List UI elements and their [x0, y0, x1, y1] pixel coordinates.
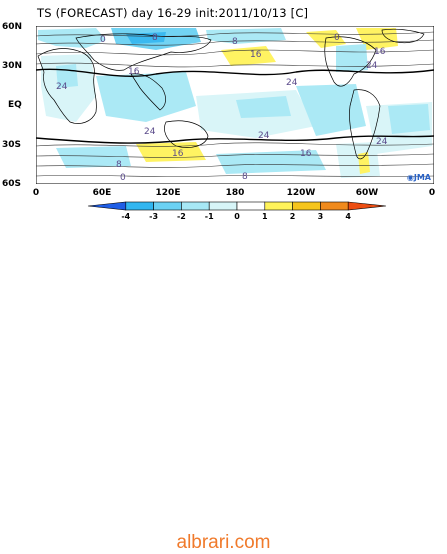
- colorbar-tick-label: -2: [177, 212, 186, 221]
- lon-label: 180: [225, 188, 245, 198]
- lon-label: 0: [32, 188, 40, 198]
- lon-label: 0: [428, 188, 436, 198]
- temperature-map: 0 8 16 24 24 24 16 8 0 16 24 8 16 8 24 1…: [35, 25, 435, 185]
- lat-label-eq: EQ: [8, 100, 22, 110]
- colorbar-tick-label: -4: [121, 212, 130, 221]
- lat-label-30s: 30S: [2, 140, 22, 150]
- isotherm-24c: [35, 68, 435, 144]
- colorbar: -4 -3 -2 -1 0 1 2 3 4: [84, 200, 390, 230]
- contour-label: 16: [374, 47, 386, 57]
- colorbar-tick-label: 3: [318, 212, 324, 221]
- colorbar-cell: [208, 201, 238, 211]
- colorbar-cell: [87, 201, 127, 211]
- contour-label: 24: [56, 82, 68, 92]
- contour-label: 8: [152, 33, 158, 43]
- lon-label: 60W: [355, 188, 379, 198]
- colorbar-cell: [236, 201, 266, 211]
- contour-label: 24: [366, 61, 378, 71]
- colorbar-cell: [125, 201, 154, 211]
- contour-label: 8: [232, 37, 238, 47]
- contour-label: 0: [120, 173, 126, 183]
- colorbar-cell: [153, 201, 182, 211]
- contour-label: 8: [242, 172, 248, 182]
- contour-label: 16: [128, 67, 140, 77]
- contour-label: 0: [100, 35, 106, 45]
- lon-label: 60E: [92, 188, 112, 198]
- colorbar-cell: [320, 201, 349, 211]
- contour-label: 16: [250, 50, 262, 60]
- colorbar-svg: -4 -3 -2 -1 0 1 2 3 4: [87, 201, 387, 221]
- contour-label: 0: [334, 33, 340, 43]
- isotherm-contours: [35, 31, 435, 177]
- colorbar-cell: [181, 201, 210, 211]
- lon-label: 120W: [286, 188, 316, 198]
- colorbar-tick-label: 2: [290, 212, 296, 221]
- jma-logo-text: JMA: [413, 173, 431, 182]
- colorbar-tick-label: -3: [149, 212, 158, 221]
- contour-label: 16: [172, 149, 184, 159]
- map-title: TS (FORECAST) day 16-29 init:2011/10/13 …: [37, 6, 309, 20]
- contour-label: 24: [376, 137, 388, 147]
- map-canvas: 0 8 16 24 24 24 16 8 0 16 24 8 16 8 24 1…: [35, 25, 435, 185]
- lat-label-30n: 30N: [2, 61, 23, 71]
- colorbar-cell: [347, 201, 387, 211]
- colorbar-cell: [292, 201, 321, 211]
- lat-label-60s: 60S: [2, 179, 22, 189]
- colorbar-tick-label: -1: [205, 212, 214, 221]
- contour-label: 8: [116, 160, 122, 170]
- colorbar-tick-label: 1: [262, 212, 268, 221]
- anomaly-shading: [38, 28, 432, 178]
- contour-label: 24: [144, 127, 156, 137]
- colorbar-tick-label: 0: [234, 212, 240, 221]
- colorbar-cell: [264, 201, 293, 211]
- lon-label: 120E: [155, 188, 181, 198]
- contour-label: 16: [300, 149, 312, 159]
- lat-label-60n: 60N: [2, 22, 23, 32]
- contour-label: 24: [286, 78, 298, 88]
- site-watermark: albrari.com: [176, 532, 271, 553]
- jma-logo: ◉JMA: [406, 173, 431, 182]
- contour-label: 24: [258, 131, 270, 141]
- colorbar-tick-label: 4: [345, 212, 351, 221]
